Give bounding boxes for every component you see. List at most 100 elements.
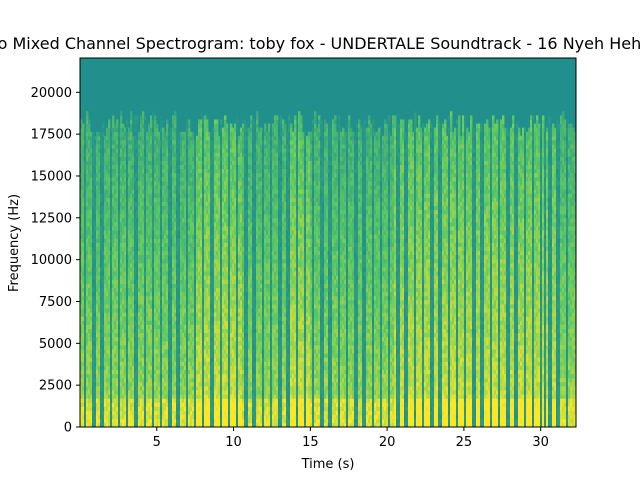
spectrogram-cell (142, 357, 145, 362)
spectrogram-cell (158, 287, 161, 293)
spectrogram-cell (90, 230, 93, 235)
spectrogram-cell (158, 279, 161, 284)
spectrogram-cell (158, 332, 161, 338)
spectrogram-cell (126, 172, 129, 178)
spectrogram-cell (128, 148, 131, 153)
spectrogram-cell (150, 271, 153, 276)
spectrogram-cell (134, 246, 137, 252)
spectrogram-cell (108, 291, 111, 297)
spectrogram-cell (146, 295, 149, 301)
spectrogram-cell (84, 312, 87, 317)
spectrogram-cell (112, 340, 115, 346)
spectrogram-cell (150, 168, 153, 174)
spectrogram-cell (136, 308, 139, 313)
spectrogram-cell (134, 328, 137, 334)
spectrogram-cell (102, 209, 105, 215)
spectrogram-cell (122, 381, 125, 387)
spectrogram-cell (144, 390, 147, 395)
spectrogram-cell (118, 312, 121, 317)
spectrogram-cell (150, 365, 153, 370)
spectrogram-cell (136, 320, 139, 325)
spectrogram-cell (164, 398, 167, 403)
spectrogram-cell (90, 156, 93, 161)
spectrogram-cell (116, 340, 119, 346)
spectrogram-cell (144, 193, 147, 198)
spectrogram-cell (120, 287, 123, 293)
spectrogram-cell (110, 246, 113, 252)
spectrogram-cell (106, 345, 109, 350)
spectrogram-cell (154, 349, 157, 354)
spectrogram-cell (98, 172, 101, 178)
spectrogram-cell (136, 189, 139, 194)
spectrogram-cell (140, 152, 143, 157)
spectrogram-cell (114, 254, 117, 260)
spectrogram-cell (92, 328, 95, 334)
spectrogram-cell (164, 238, 167, 243)
spectrogram-cell (90, 340, 93, 346)
spectrogram-cell (150, 283, 153, 288)
spectrogram-cell (120, 140, 123, 145)
spectrogram-cell (142, 295, 145, 301)
spectrogram-cell (84, 402, 87, 407)
spectrogram-cell (124, 263, 127, 268)
spectrogram-cell (94, 369, 97, 375)
spectrogram-cell (90, 373, 93, 379)
spectrogram-cell (124, 234, 127, 239)
spectrogram-cell (120, 414, 123, 420)
spectrogram-cell (100, 349, 103, 354)
spectrogram-cell (88, 398, 91, 403)
spectrogram-cell (136, 140, 139, 145)
spectrogram-cell (120, 271, 123, 276)
spectrogram-cell (94, 422, 97, 427)
spectrogram-cell (120, 209, 123, 215)
spectrogram-cell (114, 345, 117, 350)
spectrogram-cell (160, 324, 163, 329)
spectrogram-cell (124, 312, 127, 317)
spectrogram-cell (96, 275, 99, 280)
spectrogram-cell (118, 406, 121, 411)
spectrogram-cell (160, 386, 163, 391)
spectrogram-cell (126, 271, 129, 276)
spectrogram-cell (118, 316, 121, 321)
spectrogram-cell (150, 263, 153, 268)
spectrogram-cell (126, 283, 129, 288)
spectrogram-cell (124, 246, 127, 252)
spectrogram-cell (154, 320, 157, 325)
spectrogram-cell (164, 422, 167, 427)
spectrogram-cell (108, 160, 111, 165)
spectrogram-cell (154, 127, 157, 133)
spectrogram-cell (136, 386, 139, 391)
spectrogram-cell (160, 394, 163, 399)
spectrogram-cell (134, 160, 137, 165)
spectrogram-cell (110, 127, 113, 133)
spectrogram-cell (152, 115, 155, 120)
spectrogram-cell (126, 275, 129, 280)
spectrogram-cell (102, 205, 105, 211)
spectrogram-cell (84, 189, 87, 194)
spectrogram-cell (102, 213, 105, 219)
spectrogram-cell (98, 299, 101, 305)
spectrogram-cell (128, 373, 131, 379)
spectrogram-cell (88, 361, 91, 366)
spectrogram-cell (148, 189, 151, 194)
spectrogram-cell (138, 386, 141, 391)
spectrogram-cell (98, 402, 101, 407)
spectrogram-cell (116, 181, 119, 186)
spectrogram-cell (150, 181, 153, 186)
spectrogram-cell (154, 156, 157, 161)
spectrogram-cell (92, 181, 95, 186)
spectrogram-cell (92, 213, 95, 219)
spectrogram-cell (140, 316, 143, 321)
spectrogram-cell (122, 181, 125, 186)
spectrogram-cell (96, 373, 99, 379)
spectrogram-cell (156, 418, 159, 424)
spectrogram-cell (142, 406, 145, 411)
spectrogram-cell (134, 226, 137, 231)
spectrogram-cell (118, 197, 121, 202)
spectrogram-cell (144, 377, 147, 383)
spectrogram-cell (84, 390, 87, 395)
spectrogram-cell (122, 402, 125, 407)
spectrogram-cell (174, 111, 177, 116)
spectrogram-cell (124, 135, 127, 141)
spectrogram-cell (144, 226, 147, 231)
